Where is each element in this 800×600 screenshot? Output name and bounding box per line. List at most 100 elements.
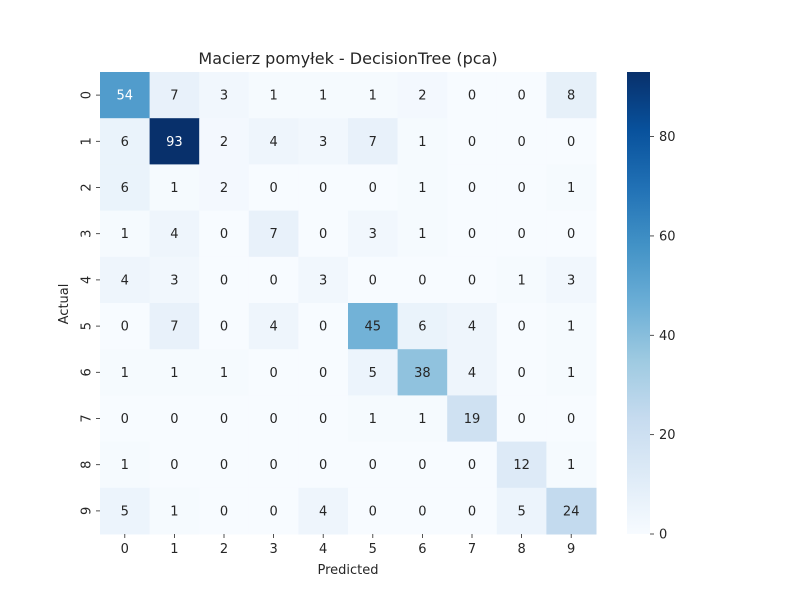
cell-value-label: 1 bbox=[567, 458, 575, 473]
heatmap-cell bbox=[546, 210, 597, 258]
cell-value-label: 0 bbox=[121, 320, 129, 335]
heatmap-cell bbox=[348, 349, 399, 396]
cell-value-label: 7 bbox=[170, 320, 178, 335]
cell-value-label: 24 bbox=[563, 504, 580, 519]
heatmap-cell bbox=[100, 118, 151, 165]
y-axis: 0 1 2 3 4 5 6 7 8 9 bbox=[80, 91, 100, 515]
cell-value-label: 0 bbox=[418, 458, 426, 473]
cell-value-label: 0 bbox=[369, 458, 377, 473]
heatmap-cell bbox=[397, 349, 448, 396]
heatmap-cell bbox=[199, 210, 250, 258]
cell-value-label: 1 bbox=[418, 135, 426, 150]
heatmap-cell bbox=[447, 303, 498, 350]
cell-value-label: 0 bbox=[517, 366, 525, 381]
x-tick-label: 4 bbox=[319, 542, 327, 557]
cell-value-label: 12 bbox=[513, 458, 530, 473]
heatmap-cell bbox=[348, 395, 399, 443]
heatmap-cell bbox=[100, 164, 151, 212]
heatmap-cell bbox=[496, 303, 547, 350]
cell-value-label: 0 bbox=[269, 458, 277, 473]
heatmap-cell bbox=[496, 118, 547, 165]
heatmap-cell bbox=[397, 164, 448, 212]
y-tick-label: 2 bbox=[80, 183, 95, 191]
cell-value-label: 2 bbox=[220, 181, 228, 196]
heatmap-cell bbox=[100, 303, 151, 350]
cell-value-label: 1 bbox=[121, 366, 129, 381]
heatmap-cell bbox=[546, 256, 597, 304]
heatmap-cell bbox=[298, 210, 349, 258]
heatmap-cell bbox=[199, 487, 250, 535]
x-axis-label: Predicted bbox=[317, 563, 378, 578]
cell-value-label: 5 bbox=[517, 504, 525, 519]
heatmap-cell bbox=[496, 441, 547, 489]
heatmap-cell bbox=[298, 164, 349, 212]
y-tick-label: 4 bbox=[80, 276, 95, 284]
cell-value-label: 0 bbox=[567, 412, 575, 427]
heatmap-cell bbox=[348, 487, 399, 535]
heatmap-cell bbox=[248, 395, 299, 443]
cell-value-label: 0 bbox=[269, 273, 277, 288]
heatmap-cell bbox=[348, 256, 399, 304]
y-tick-label: 8 bbox=[80, 461, 95, 469]
heatmap-cell bbox=[546, 303, 597, 350]
heatmap-cell bbox=[298, 487, 349, 535]
cell-value-label: 1 bbox=[319, 89, 327, 104]
cell-value-label: 0 bbox=[319, 366, 327, 381]
y-tick-label: 3 bbox=[80, 230, 95, 238]
heatmap-cell bbox=[248, 349, 299, 396]
x-tick-label: 8 bbox=[517, 542, 525, 557]
colorbar: 0 20 40 60 80 bbox=[627, 72, 676, 543]
heatmap-cell bbox=[496, 164, 547, 212]
cell-value-label: 0 bbox=[220, 458, 228, 473]
heatmap-cell bbox=[496, 395, 547, 443]
y-tick-label: 7 bbox=[80, 414, 95, 422]
cell-value-label: 0 bbox=[170, 412, 178, 427]
heatmap-cell bbox=[397, 72, 448, 119]
cell-value-label: 93 bbox=[166, 135, 183, 150]
cell-value-label: 1 bbox=[121, 227, 129, 242]
heatmap-cell bbox=[447, 72, 498, 119]
cell-value-label: 4 bbox=[269, 135, 277, 150]
cell-value-label: 1 bbox=[567, 181, 575, 196]
cell-value-label: 7 bbox=[170, 89, 178, 104]
colorbar-tick-label: 80 bbox=[659, 130, 676, 145]
cell-value-label: 6 bbox=[121, 135, 129, 150]
heatmap-cell bbox=[546, 349, 597, 396]
cell-value-label: 0 bbox=[369, 504, 377, 519]
cell-value-label: 5 bbox=[121, 504, 129, 519]
cell-value-label: 5 bbox=[369, 366, 377, 381]
cell-value-label: 4 bbox=[319, 504, 327, 519]
cell-value-label: 4 bbox=[468, 366, 476, 381]
cell-value-label: 3 bbox=[170, 273, 178, 288]
heatmap-cells: 54 7 3 1 1 1 2 0 0 86 93 2 4 3 7 1 0 0 06 1 2 0 0 0 1 0 0 11 4 0 7 0 3 1 0… bbox=[100, 72, 597, 535]
cell-value-label: 0 bbox=[319, 320, 327, 335]
heatmap-cell bbox=[149, 303, 200, 350]
cell-value-label: 0 bbox=[269, 412, 277, 427]
cell-value-label: 1 bbox=[369, 412, 377, 427]
heatmap-cell bbox=[100, 487, 151, 535]
cell-value-label: 0 bbox=[418, 504, 426, 519]
cell-value-label: 8 bbox=[567, 89, 575, 104]
heatmap-cell bbox=[447, 164, 498, 212]
cell-value-label: 0 bbox=[220, 227, 228, 242]
cell-value-label: 4 bbox=[269, 320, 277, 335]
heatmap-cell bbox=[248, 72, 299, 119]
heatmap-cell bbox=[348, 72, 399, 119]
heatmap-cell bbox=[298, 72, 349, 119]
cell-value-label: 0 bbox=[369, 273, 377, 288]
cell-value-label: 1 bbox=[170, 181, 178, 196]
heatmap-cell bbox=[496, 256, 547, 304]
heatmap-cell bbox=[199, 395, 250, 443]
cell-value-label: 0 bbox=[170, 458, 178, 473]
heatmap-cell bbox=[447, 210, 498, 258]
cell-value-label: 0 bbox=[468, 181, 476, 196]
heatmap-cell bbox=[546, 72, 597, 119]
cell-value-label: 0 bbox=[517, 89, 525, 104]
heatmap-cell bbox=[348, 210, 399, 258]
heatmap-cell bbox=[496, 72, 547, 119]
cell-value-label: 0 bbox=[468, 273, 476, 288]
cell-value-label: 6 bbox=[121, 181, 129, 196]
heatmap-cell bbox=[199, 303, 250, 350]
y-axis-label: Actual bbox=[57, 284, 72, 325]
cell-value-label: 6 bbox=[418, 320, 426, 335]
